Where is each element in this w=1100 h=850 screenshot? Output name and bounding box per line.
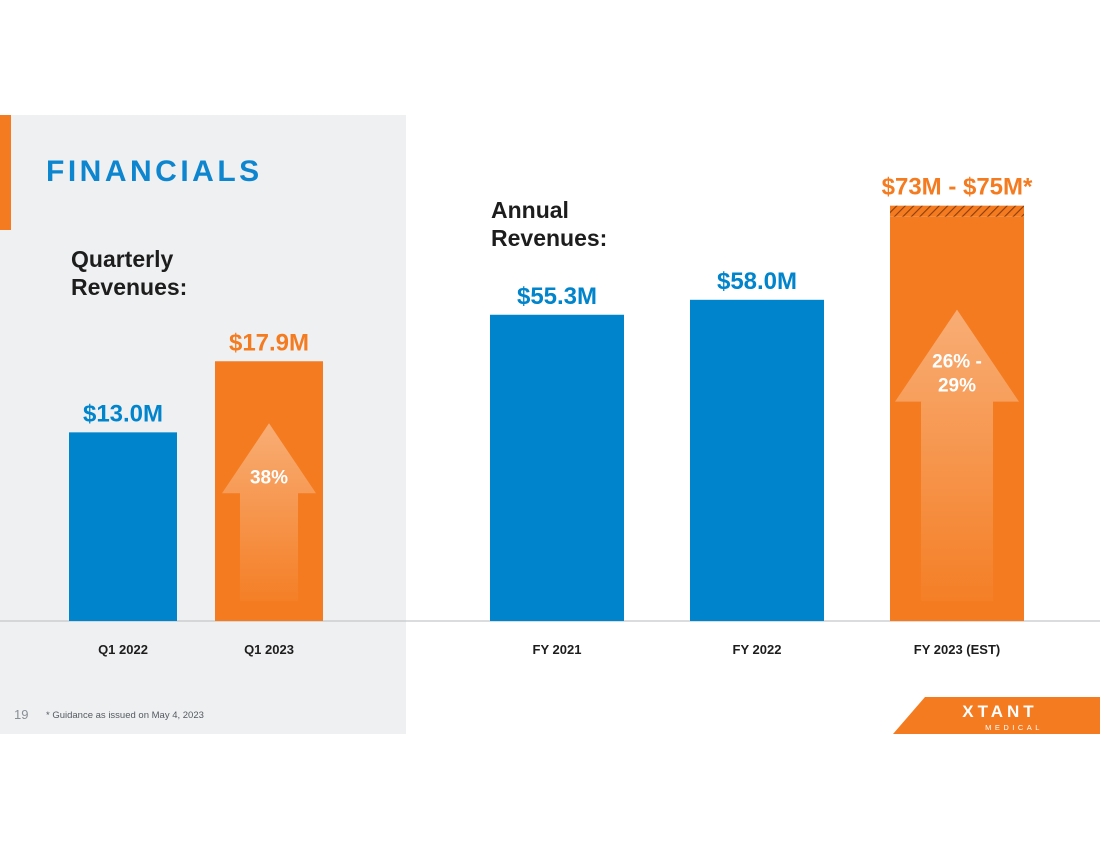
logo-wordmark: XTANT xyxy=(962,702,1037,721)
bar-value-label: $73M - $75M* xyxy=(882,174,1033,201)
annual-heading: Annual Revenues: xyxy=(491,196,607,252)
annual-heading-line: Annual xyxy=(491,197,569,223)
category-tick-label: FY 2021 xyxy=(533,642,582,657)
annual-revenue-chart: $55.3M FY 2021 $58.0M FY 2022 $73M - $75M* FY… xyxy=(490,174,1033,657)
category-tick-label: Q1 2022 xyxy=(98,642,148,657)
quarterly-heading: Quarterly Revenues: xyxy=(71,245,187,301)
growth-percent-label: 26% - xyxy=(932,352,982,373)
category-tick-label: FY 2023 (EST) xyxy=(914,642,1000,657)
quarterly-heading-line: Revenues: xyxy=(71,274,188,300)
estimate-range-hatch xyxy=(890,205,1024,217)
logo-subtitle: MEDICAL xyxy=(985,723,1043,732)
quarterly-heading-line: Quarterly xyxy=(71,246,174,272)
growth-arrow-icon xyxy=(222,423,316,601)
bar-value-label: $13.0M xyxy=(83,400,163,427)
growth-percent-label: 38% xyxy=(250,467,288,488)
bar-q1-2022 xyxy=(69,432,177,621)
left-gray-panel xyxy=(0,115,406,734)
annual-heading-line: Revenues: xyxy=(491,225,608,251)
category-tick-label: FY 2022 xyxy=(733,642,782,657)
footnote: * Guidance as issued on May 4, 2023 xyxy=(46,710,204,721)
bar-value-label: $58.0M xyxy=(717,268,797,295)
slide-title: FINANCIALS xyxy=(46,155,263,188)
category-tick-label: Q1 2023 xyxy=(244,642,294,657)
bar-value-label: $17.9M xyxy=(229,329,309,356)
quarterly-revenue-chart: $13.0M Q1 2022 $17.9M Q1 2023 38% xyxy=(69,329,323,657)
orange-accent-bar xyxy=(0,115,11,230)
page-number: 19 xyxy=(14,707,29,722)
bar-fy-2022 xyxy=(690,299,824,621)
bar-fy-2021 xyxy=(490,314,624,621)
growth-arrow-icon xyxy=(895,309,1019,601)
bar-value-label: $55.3M xyxy=(517,283,597,310)
logo-banner xyxy=(893,697,1100,734)
growth-percent-label: 29% xyxy=(938,376,976,397)
